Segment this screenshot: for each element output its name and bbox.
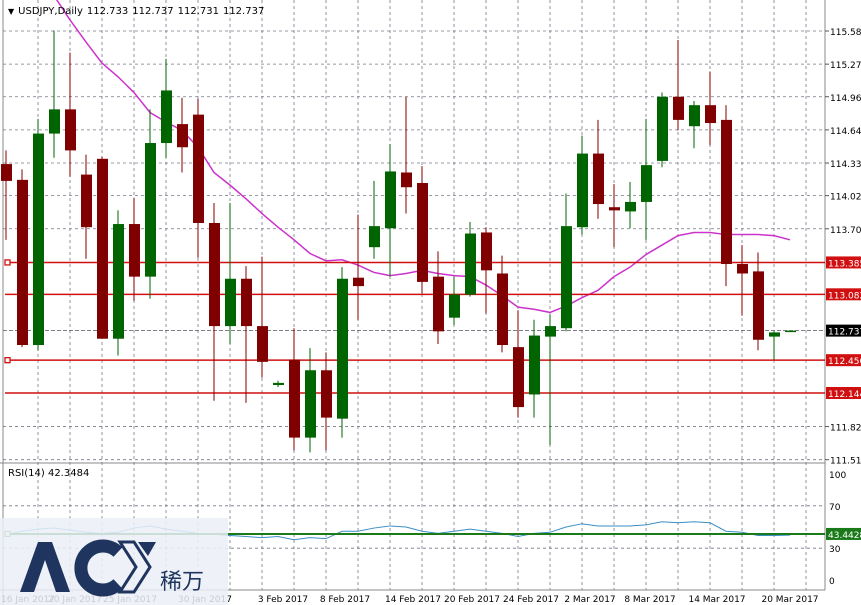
candle-body [1, 164, 12, 181]
rsi-axis-label: 0 [829, 577, 835, 587]
candle-body [65, 109, 76, 151]
current-price-tag [826, 324, 861, 337]
candle-body [433, 276, 444, 332]
price-axis-label: 114.960 [830, 94, 861, 104]
candle-body [465, 233, 476, 295]
price-axis-label: 111.825 [830, 424, 861, 434]
candle-body [49, 109, 60, 134]
candle-body [129, 224, 140, 277]
date-axis-label: 20 Mar 2017 [761, 595, 818, 605]
candle-body [401, 172, 412, 188]
candle-body [769, 332, 780, 337]
price-axis-label: 114.645 [830, 127, 861, 137]
candle-body [273, 382, 284, 385]
candle-body [369, 226, 380, 248]
level-price-tag [826, 288, 861, 301]
date-axis-label: 2 Mar 2017 [564, 595, 615, 605]
candle-body [97, 158, 108, 339]
chart-header: ▼ USDJPY,Daily 112.733 112.737 112.731 1… [8, 6, 264, 17]
candle-body [689, 105, 700, 127]
rsi-title: RSI(14) 42.3484 [8, 468, 90, 479]
candle-body [257, 326, 268, 362]
candle-body [481, 232, 492, 271]
price-axis-label: 113.705 [830, 226, 861, 236]
candle-body [673, 96, 684, 120]
candle-body [657, 96, 668, 161]
rsi-axis-label: 30 [829, 545, 841, 555]
candle-body [145, 143, 156, 277]
rsi-level-label: 43.4428 [828, 531, 861, 541]
ohlc-close: 112.737 [222, 6, 265, 17]
ohlc-open: 112.733 [86, 6, 129, 17]
ohlc-low: 112.731 [177, 6, 219, 17]
symbol-label: USDJPY,Daily [18, 6, 83, 17]
acy-logo-watermark: 稀万 [0, 518, 228, 605]
candle-body [577, 153, 588, 228]
candle-body [737, 264, 748, 274]
date-axis-label: 20 Feb 2017 [444, 595, 500, 605]
candle-body [17, 179, 28, 346]
logo-cn-text: 稀万 [160, 570, 205, 595]
price-axis-label: 114.020 [830, 193, 861, 203]
candle-body [625, 201, 636, 212]
candle-body [209, 222, 220, 327]
level-price-label: 113.082 [828, 291, 861, 301]
level-anchor-handle [4, 357, 11, 364]
level-price-label: 113.385 [828, 259, 861, 269]
date-axis-label: 24 Feb 2017 [503, 595, 559, 605]
candle-body [193, 114, 204, 223]
candle-body [785, 330, 796, 333]
candle-body [225, 278, 236, 327]
candle-body [289, 359, 300, 438]
candle-body [593, 153, 604, 205]
date-axis-label: 14 Feb 2017 [385, 595, 441, 605]
candle-body [353, 277, 364, 287]
level-price-label: 112.144 [828, 390, 861, 400]
level-price-tag [826, 256, 861, 269]
candle-body [705, 105, 716, 124]
date-axis-label: 8 Mar 2017 [624, 595, 675, 605]
acy-logo-icon [20, 539, 156, 597]
candle-body [753, 271, 764, 340]
rsi-level-tag [826, 527, 861, 540]
price-axis-label: 114.330 [830, 160, 861, 170]
current-price-label: 112.737 [828, 328, 861, 338]
rsi-axis-label: 100 [829, 471, 846, 481]
candle-body [321, 370, 332, 418]
price-axis-label: 111.510 [830, 457, 861, 467]
level-price-tag [826, 386, 861, 399]
candle-body [609, 207, 620, 211]
candle-body [641, 165, 652, 202]
level-anchor-handle [4, 259, 11, 266]
candle-body [33, 133, 44, 346]
level-price-tag [826, 354, 861, 367]
candle-body [513, 347, 524, 408]
candle-body [417, 183, 428, 282]
candle-body [161, 90, 172, 144]
candle-body [81, 174, 92, 228]
candle-body [305, 370, 316, 438]
candle-body [529, 335, 540, 395]
ohlc-high: 112.737 [132, 6, 174, 17]
rsi-axis-label: 70 [829, 503, 841, 513]
date-axis-label: 3 Feb 2017 [258, 595, 308, 605]
price-axis-label: 115.585 [830, 28, 861, 38]
candle-body [241, 278, 252, 327]
candle-body [113, 224, 124, 339]
candle-body [385, 171, 396, 229]
candle-body [449, 294, 460, 318]
date-axis-label: 8 Feb 2017 [320, 595, 370, 605]
candle-body [177, 124, 188, 148]
candle-body [721, 119, 732, 265]
candle-body [337, 278, 348, 419]
candle-body [561, 226, 572, 329]
price-axis-label: 115.270 [830, 61, 861, 71]
candle-body [497, 273, 508, 346]
dropdown-triangle-icon[interactable]: ▼ [8, 7, 15, 16]
date-axis-label: 14 Mar 2017 [688, 595, 745, 605]
candle-body [545, 326, 556, 337]
level-price-label: 112.456 [828, 357, 861, 367]
